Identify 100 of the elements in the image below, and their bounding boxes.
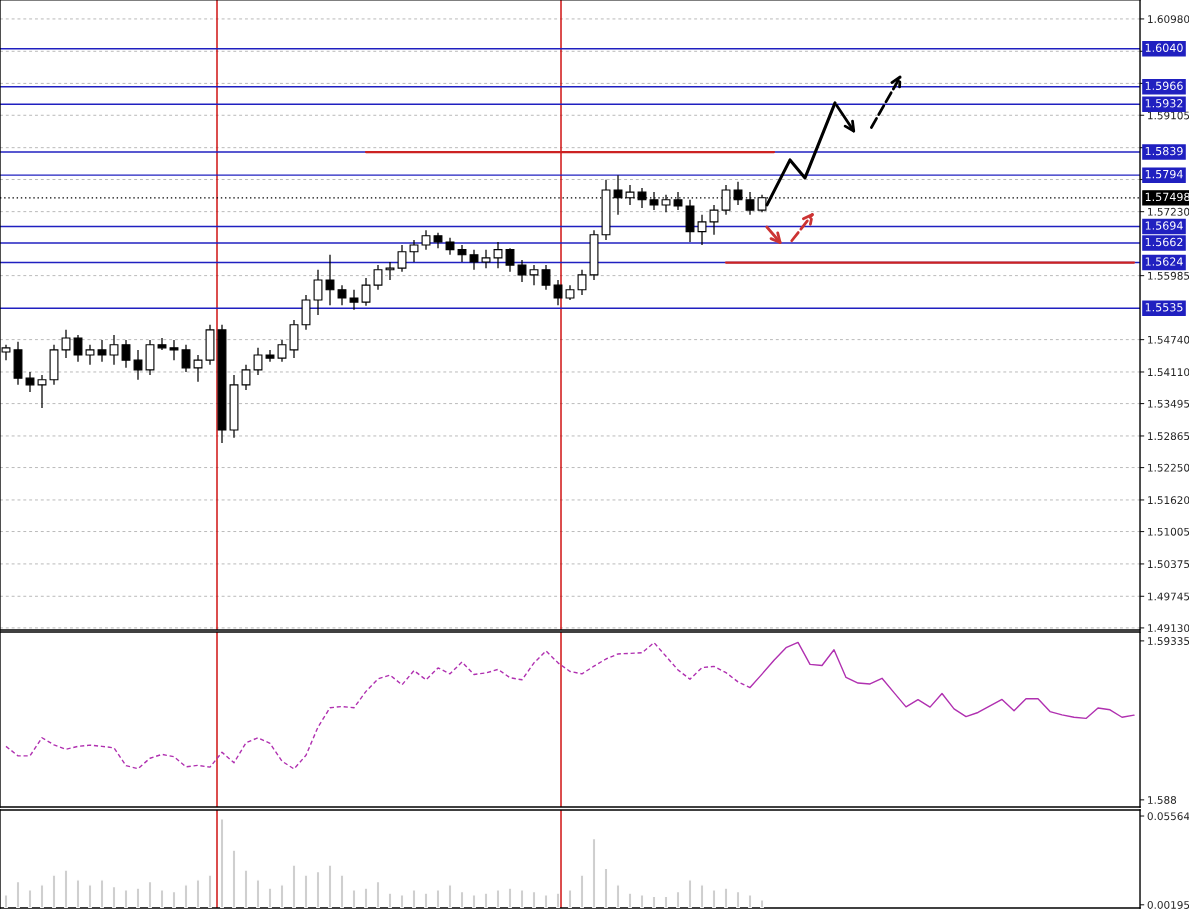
bar — [220, 818, 224, 908]
candlestick — [697, 214, 707, 246]
y-tick-label: 1.51620 — [1148, 496, 1189, 505]
bar — [76, 879, 80, 908]
candlestick — [133, 349, 143, 381]
candlestick — [469, 249, 479, 271]
bar — [124, 889, 128, 908]
candlestick — [109, 334, 119, 366]
bar — [292, 864, 296, 908]
bar — [328, 864, 332, 908]
bar — [4, 894, 8, 908]
bar — [136, 887, 140, 908]
bar — [712, 889, 716, 908]
ref-line-label: 1.57498 — [1145, 192, 1189, 202]
bar — [532, 890, 536, 908]
ref-line-label: 1.5839 — [1145, 146, 1183, 156]
bar — [64, 869, 68, 908]
bar — [304, 874, 308, 908]
bar — [40, 884, 44, 908]
bar — [484, 892, 488, 908]
y-tick-label: 1.588 — [1148, 796, 1177, 804]
bar — [388, 892, 392, 908]
candlestick — [253, 347, 263, 376]
bar — [472, 894, 476, 908]
candlestick — [313, 269, 323, 316]
y-tick-label: 1.49745 — [1148, 592, 1189, 601]
y-tick-label: 1.59105 — [1148, 111, 1189, 120]
bar — [544, 894, 548, 908]
y-tick-label: 1.57230 — [1148, 207, 1189, 216]
y-tick-label: 1.55985 — [1148, 271, 1189, 280]
candlestick — [277, 339, 287, 363]
bar — [556, 892, 560, 908]
y-tick-label: 1.49130 — [1148, 624, 1189, 633]
bar — [376, 880, 380, 908]
bar — [340, 874, 344, 908]
bar — [88, 884, 92, 908]
ref-line-label: 1.6040 — [1145, 43, 1183, 52]
candlestick — [721, 184, 731, 216]
bar — [568, 889, 572, 908]
bar — [640, 894, 644, 908]
candlestick — [529, 264, 539, 286]
bar — [436, 889, 440, 908]
candlestick — [577, 269, 587, 296]
bar — [448, 884, 452, 908]
candlestick — [265, 349, 275, 363]
bar — [268, 887, 272, 908]
bar — [508, 887, 512, 908]
y-tick-label: 0.05564 — [1147, 812, 1189, 821]
candlestick — [373, 264, 383, 291]
candlestick — [733, 181, 743, 206]
candlestick — [541, 264, 551, 291]
bar — [688, 879, 692, 908]
y-tick-label: 1.50375 — [1148, 560, 1189, 569]
candlestick — [457, 244, 467, 263]
y-tick-label: 1.54740 — [1148, 335, 1189, 344]
candlestick — [637, 187, 647, 209]
y-tick-label: 1.54110 — [1148, 368, 1189, 377]
candlestick — [553, 279, 563, 306]
bar — [112, 885, 116, 908]
candlestick — [361, 277, 371, 307]
y-tick-label: 1.60980 — [1148, 15, 1189, 24]
ref-line-label: 1.5535 — [1145, 303, 1183, 312]
candlestick — [325, 254, 335, 306]
candlestick — [61, 329, 71, 359]
candlestick — [421, 229, 431, 251]
bar — [724, 887, 728, 908]
candlestick — [97, 339, 107, 363]
y-tick-label: 1.52865 — [1148, 432, 1189, 441]
ref-line-label: 1.5966 — [1145, 81, 1183, 90]
ref-line-label: 1.5932 — [1145, 99, 1183, 108]
bar — [16, 880, 20, 908]
bar — [316, 870, 320, 908]
bar — [232, 849, 236, 908]
bar — [664, 895, 668, 908]
candlestick — [25, 371, 35, 393]
candlestick — [505, 247, 515, 273]
candlestick — [337, 284, 347, 306]
bar — [412, 889, 416, 908]
bar — [580, 874, 584, 908]
bar — [160, 889, 164, 908]
ref-line-label: 1.5662 — [1145, 237, 1183, 247]
bar — [52, 874, 56, 908]
candlestick — [193, 354, 203, 383]
candlestick — [157, 337, 167, 351]
candlestick — [409, 239, 419, 263]
bar — [676, 890, 680, 908]
candlestick — [493, 241, 503, 269]
y-tick-label: 1.51005 — [1148, 527, 1189, 536]
bar — [172, 890, 176, 908]
bar — [748, 894, 752, 908]
bar — [28, 889, 32, 908]
bar — [148, 880, 152, 908]
bar — [352, 889, 356, 908]
bar — [700, 884, 704, 908]
bar — [184, 884, 188, 908]
bar — [496, 889, 500, 908]
ref-line-label: 1.5694 — [1145, 221, 1183, 230]
bar — [244, 869, 248, 908]
y-tick-label: 1.52250 — [1148, 463, 1189, 472]
y-tick-label: 0.00195 — [1147, 901, 1189, 909]
